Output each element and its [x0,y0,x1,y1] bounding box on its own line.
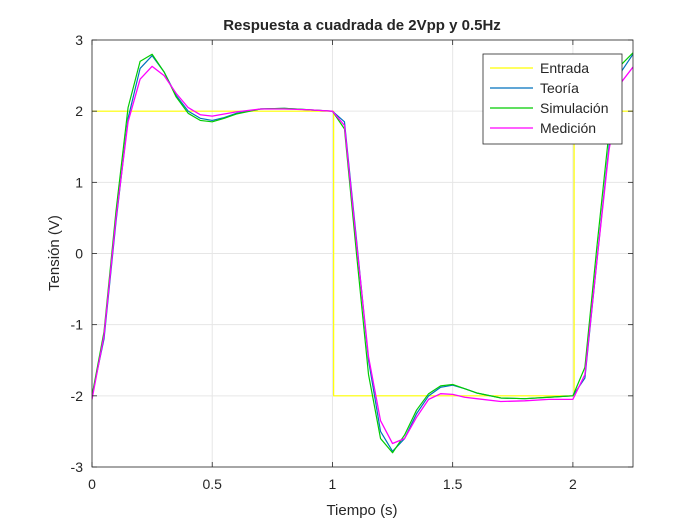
x-axis-label: Tiempo (s) [326,502,397,519]
legend-label-teoria: Teoría [540,80,579,96]
legend-label-simulacion: Simulación [540,100,608,116]
legend-label-entrada: Entrada [540,60,589,76]
legend: Entrada Teoría Simulación Medición [482,53,623,145]
ticks: 0 0.5 1 1.5 2 -3 -2 -1 0 1 2 3 [71,32,633,492]
y-tick-label: -1 [71,317,84,333]
y-tick-label: 1 [75,174,83,190]
legend-label-medicion: Medición [540,120,596,136]
series-line-medicion [92,65,633,445]
y-axis-label: Tensión (V) [46,215,63,291]
legend-box [482,53,623,145]
x-tick-label: 0 [88,476,96,492]
x-tick-label: 2 [569,476,577,492]
y-tick-label: -3 [71,459,84,475]
y-tick-label: 2 [75,103,83,119]
x-tick-label: 1 [329,476,337,492]
y-tick-label: 0 [75,246,83,262]
y-tick-label: 3 [75,32,83,48]
x-tick-label: 1.5 [443,476,463,492]
series-line-simulacion [92,52,633,454]
x-tick-label: 0.5 [202,476,222,492]
y-tick-label: -2 [71,388,84,404]
chart-title: Respuesta a cuadrada de 2Vpp y 0.5Hz [223,17,501,34]
